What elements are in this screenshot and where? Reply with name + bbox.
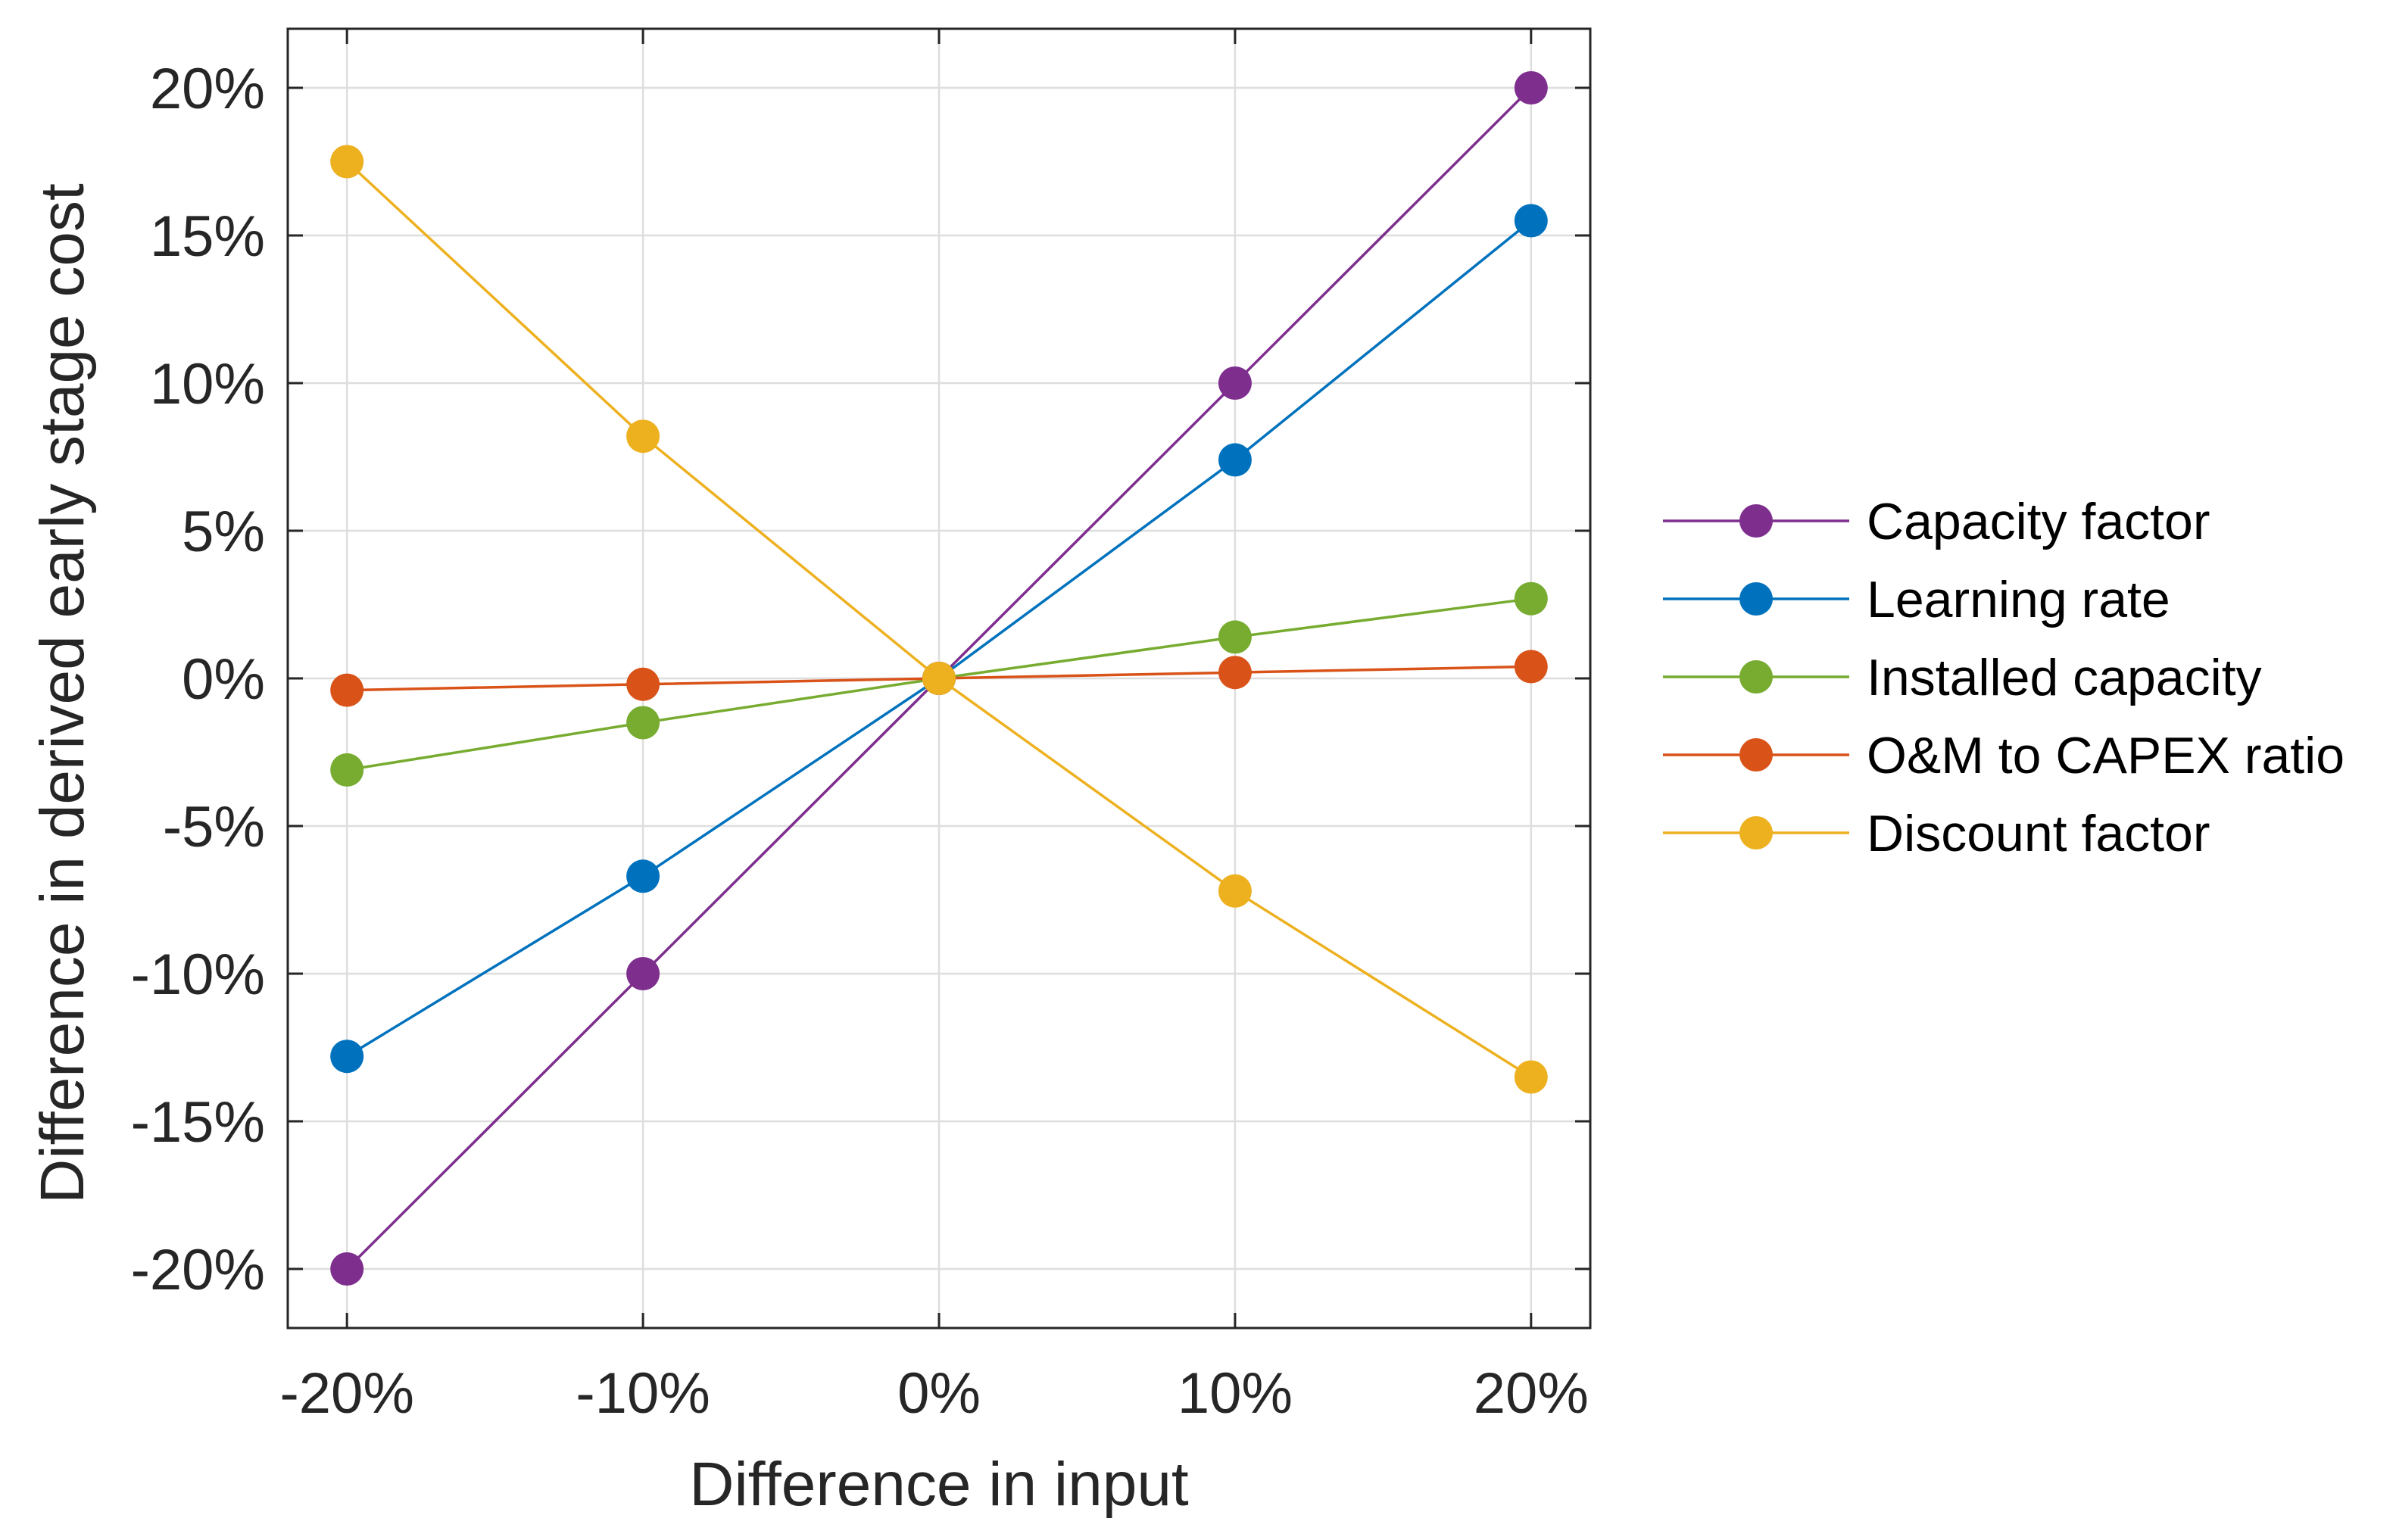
data-point-discount-factor (1218, 874, 1252, 908)
legend-marker (1739, 660, 1773, 694)
data-point-installed-capacity (1218, 620, 1252, 654)
y-tick-label: 0% (182, 647, 265, 712)
legend-label: O&M to CAPEX ratio (1867, 727, 2345, 784)
data-point-discount-factor (330, 145, 364, 179)
legend-label: Installed capacity (1867, 649, 2262, 706)
data-point-learning-rate (330, 1040, 364, 1074)
data-point-o-m-to-capex-ratio (1218, 656, 1252, 690)
data-point-capacity-factor (330, 1252, 364, 1286)
data-point-installed-capacity (626, 706, 660, 740)
data-point-o-m-to-capex-ratio (1514, 650, 1548, 684)
data-point-discount-factor (1514, 1060, 1548, 1094)
data-point-capacity-factor (1218, 366, 1252, 400)
legend-entry-installed-capacity: Installed capacity (1663, 649, 2262, 706)
legend-marker (1739, 816, 1773, 849)
data-point-o-m-to-capex-ratio (330, 673, 364, 707)
data-point-capacity-factor (626, 957, 660, 990)
legend-entry-learning-rate: Learning rate (1663, 571, 2170, 628)
data-point-learning-rate (1218, 443, 1252, 477)
y-tick-label: 10% (150, 352, 265, 416)
legend-marker (1739, 738, 1773, 772)
data-point-learning-rate (1514, 204, 1548, 238)
data-point-discount-factor (626, 419, 660, 454)
x-axis-label: Difference in input (689, 1450, 1189, 1519)
data-point-installed-capacity (1514, 581, 1548, 616)
data-point-capacity-factor (1514, 71, 1548, 104)
legend-label: Discount factor (1867, 805, 2210, 862)
data-point-discount-factor (922, 662, 956, 695)
data-point-o-m-to-capex-ratio (626, 667, 660, 701)
x-tick-label: 0% (897, 1361, 981, 1426)
y-axis-label: Difference in derived early stage cost (28, 183, 97, 1204)
legend-label: Capacity factor (1867, 493, 2210, 550)
y-tick-label: 20% (150, 57, 265, 121)
x-tick-label: -10% (576, 1361, 710, 1426)
legend-label: Learning rate (1867, 571, 2170, 628)
y-tick-label: -15% (131, 1090, 265, 1155)
series-discount-factor (330, 145, 1548, 1094)
y-tick-label: -5% (163, 795, 265, 859)
y-tick-label: 5% (182, 500, 265, 564)
data-point-installed-capacity (330, 753, 364, 787)
y-tick-label: -20% (131, 1238, 265, 1302)
legend-marker (1739, 582, 1773, 616)
legend-entry-o-m-to-capex-ratio: O&M to CAPEX ratio (1663, 727, 2345, 784)
data-point-learning-rate (626, 859, 660, 893)
tick-labels: -20% -10% 0% 10% 20% -20% -15% -10% -5% 0% 5% 10% 15… (131, 57, 1589, 1426)
legend-entry-discount-factor: Discount factor (1663, 805, 2210, 862)
legend-entry-capacity-factor: Capacity factor (1663, 493, 2210, 550)
x-tick-label: -20% (279, 1361, 413, 1426)
legend: Capacity factor Learning rate Installed ca… (1663, 493, 2345, 862)
x-tick-label: 10% (1178, 1361, 1293, 1426)
legend-marker (1739, 504, 1773, 538)
y-tick-label: 15% (150, 204, 265, 269)
axis-ticks (288, 29, 1590, 1328)
series-group (330, 71, 1548, 1286)
x-tick-label: 20% (1474, 1361, 1589, 1426)
y-tick-label: -10% (131, 943, 265, 1007)
